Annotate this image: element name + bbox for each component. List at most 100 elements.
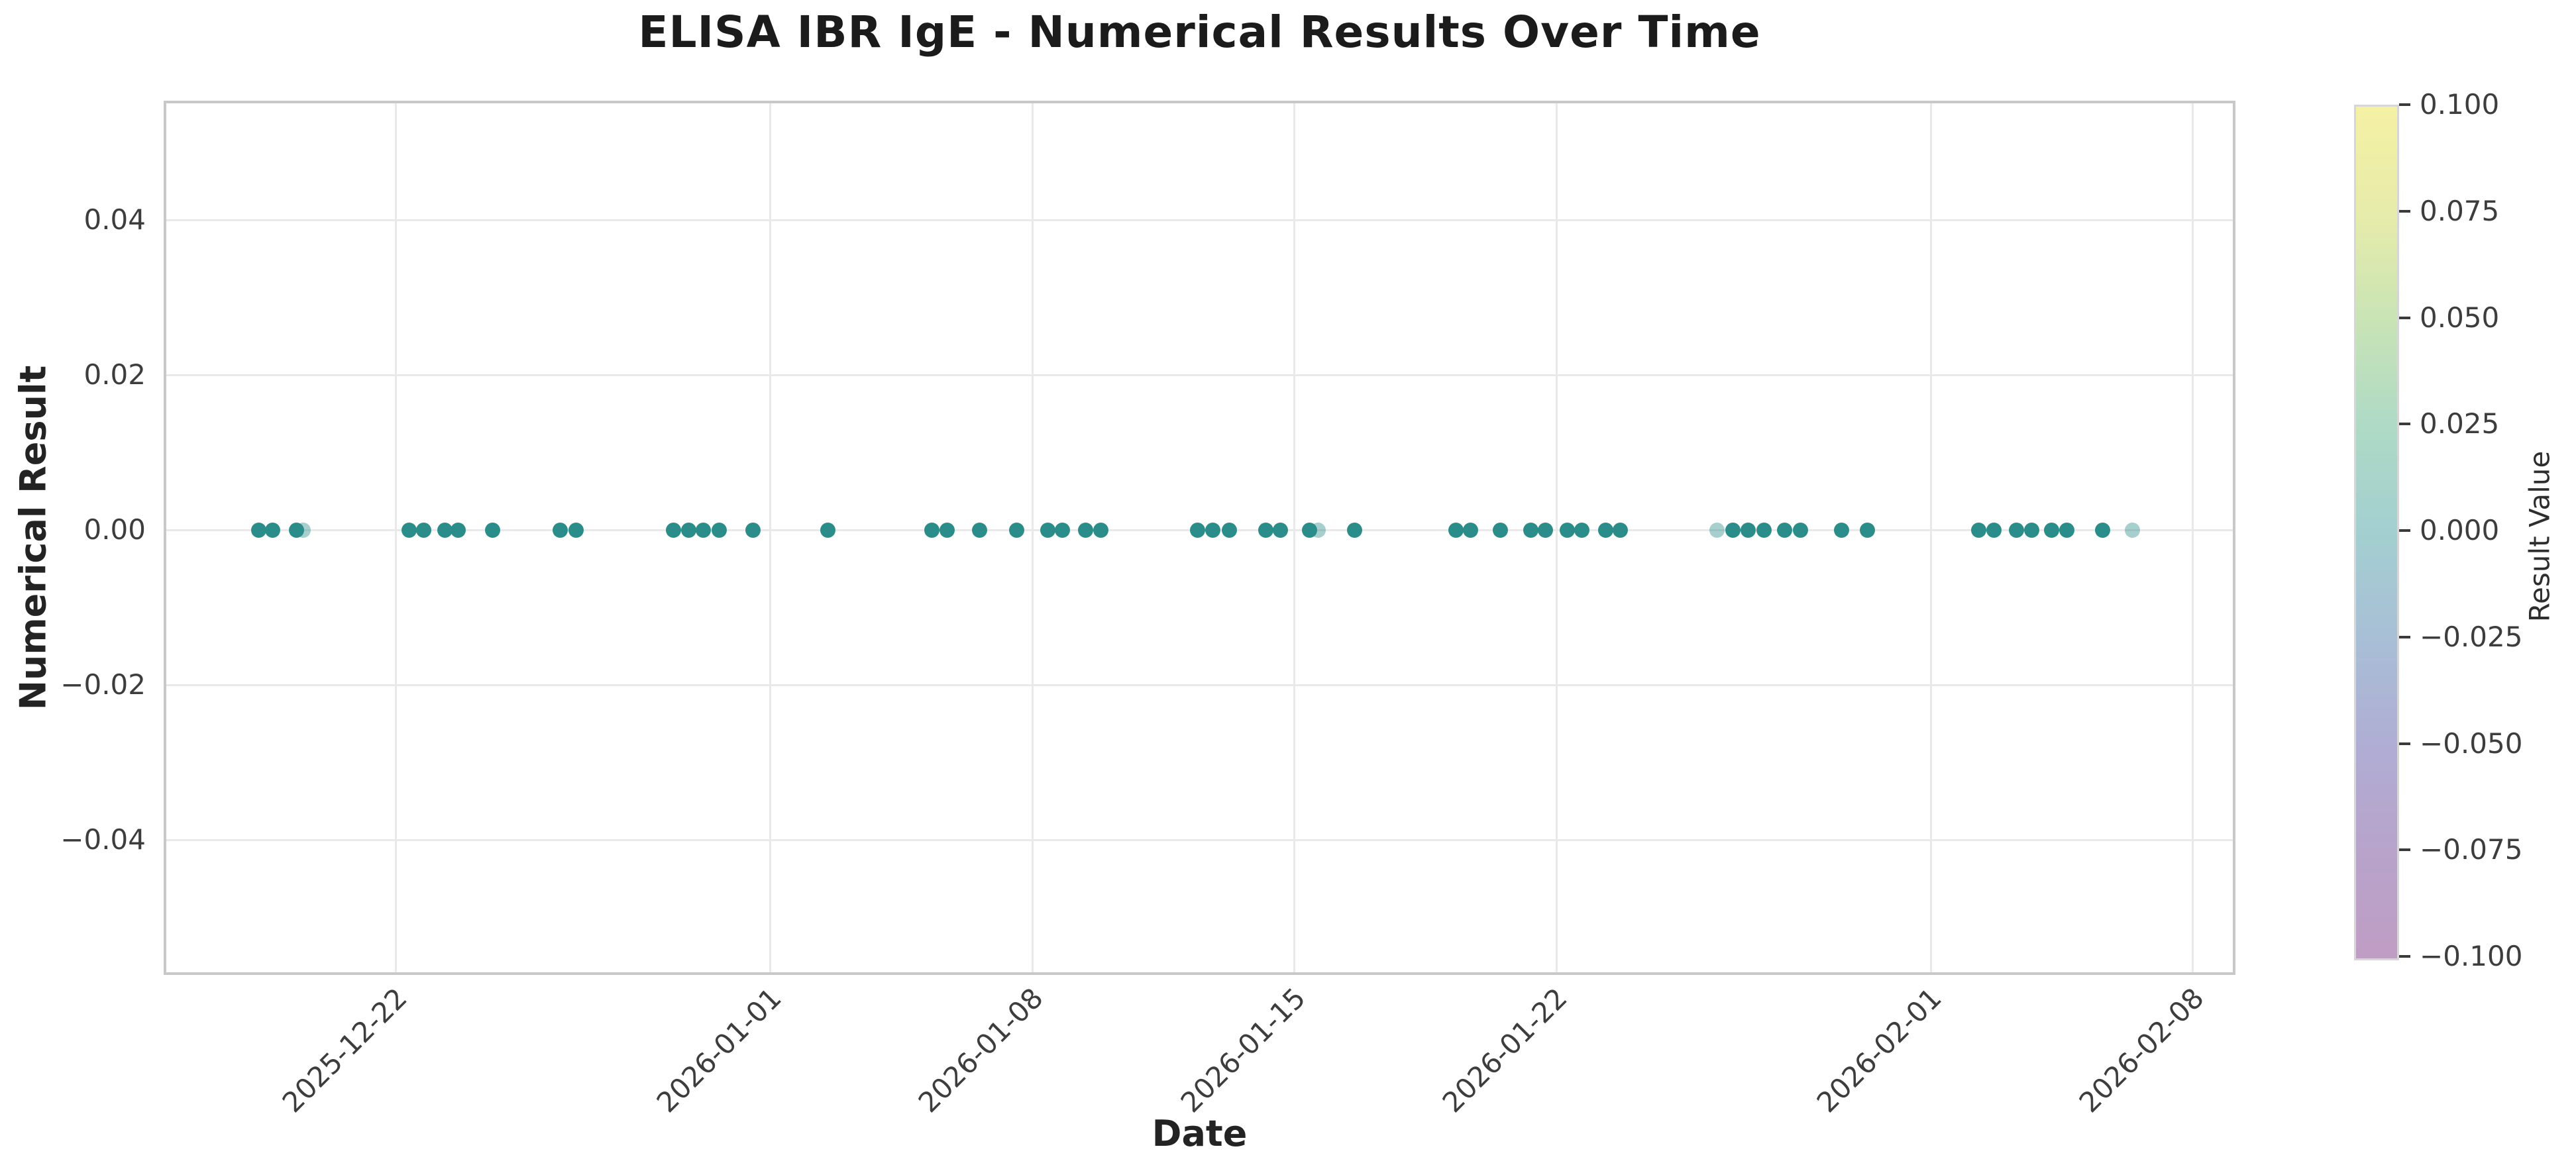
- data-point: [402, 522, 417, 538]
- data-point: [1040, 522, 1055, 538]
- data-point: [1986, 522, 2002, 538]
- colorbar-tick-label: −0.025: [2420, 620, 2523, 653]
- data-point: [2125, 522, 2141, 538]
- data-point: [1725, 522, 1741, 538]
- data-point: [265, 522, 281, 538]
- colorbar-tick-label: −0.050: [2420, 727, 2523, 760]
- x-tick-label: 2026-02-01: [1810, 982, 1949, 1119]
- data-point: [1523, 522, 1539, 538]
- colorbar-tick: [2399, 955, 2410, 958]
- data-point: [1258, 522, 1273, 538]
- colorbar-tick-label: 0.075: [2420, 194, 2500, 227]
- data-point: [1792, 522, 1808, 538]
- x-tick-label: 2025-12-22: [276, 982, 413, 1119]
- y-tick-label: −0.02: [60, 668, 146, 701]
- grid-line-x: [395, 103, 397, 972]
- data-point: [1302, 522, 1318, 538]
- grid-line-y: [166, 839, 2233, 841]
- grid-line-x: [2192, 103, 2194, 972]
- data-point: [1222, 522, 1238, 538]
- colorbar-tick: [2399, 529, 2410, 532]
- colorbar-tick: [2399, 423, 2410, 426]
- data-point: [2094, 522, 2110, 538]
- data-point: [1493, 522, 1509, 538]
- data-point: [1860, 522, 1876, 538]
- data-point: [665, 522, 681, 538]
- chart-title: ELISA IBR IgE - Numerical Results Over T…: [638, 7, 1761, 58]
- grid-line-x: [1293, 103, 1295, 972]
- grid-line-y: [166, 219, 2233, 221]
- colorbar-gradient: [2354, 105, 2399, 960]
- data-point: [971, 522, 987, 538]
- colorbar-tick: [2399, 209, 2410, 213]
- x-tick-label: 2026-01-01: [650, 982, 788, 1119]
- data-point: [1078, 522, 1094, 538]
- colorbar-label: Result Value: [2523, 450, 2556, 623]
- data-point: [553, 522, 568, 538]
- data-point: [1559, 522, 1575, 538]
- x-tick-label: 2026-01-15: [1174, 982, 1312, 1119]
- colorbar-tick-label: −0.100: [2420, 940, 2523, 972]
- data-point: [745, 522, 761, 538]
- data-point: [696, 522, 712, 538]
- y-tick-label: 0.00: [83, 513, 146, 546]
- colorbar-tick: [2399, 742, 2410, 745]
- data-point: [2023, 522, 2039, 538]
- data-point: [924, 522, 939, 538]
- data-point: [1613, 522, 1629, 538]
- y-tick-label: −0.04: [60, 823, 146, 856]
- colorbar-tick-label: 0.100: [2420, 88, 2500, 121]
- data-point: [939, 522, 955, 538]
- data-point: [1272, 522, 1288, 538]
- colorbar-tick-label: −0.075: [2420, 833, 2523, 866]
- data-point: [437, 522, 453, 538]
- data-point: [1448, 522, 1464, 538]
- data-point: [451, 522, 466, 538]
- data-point: [1756, 522, 1772, 538]
- data-point: [1463, 522, 1479, 538]
- colorbar-tick: [2399, 848, 2410, 852]
- grid-line-y: [166, 374, 2233, 376]
- data-point: [1347, 522, 1363, 538]
- data-point: [1538, 522, 1554, 538]
- data-point: [2059, 522, 2074, 538]
- data-point: [1971, 522, 1987, 538]
- data-point: [1009, 522, 1025, 538]
- x-tick-label: 2026-01-22: [1436, 982, 1574, 1119]
- x-axis-label: Date: [1152, 1113, 1248, 1154]
- data-point: [1205, 522, 1221, 538]
- data-point: [820, 522, 836, 538]
- data-point: [1598, 522, 1614, 538]
- colorbar-tick: [2399, 316, 2410, 319]
- data-point: [1093, 522, 1108, 538]
- data-point: [485, 522, 501, 538]
- colorbar-tick: [2399, 103, 2410, 106]
- data-point: [416, 522, 432, 538]
- y-axis-label: Numerical Result: [12, 365, 54, 711]
- data-point: [568, 522, 584, 538]
- data-point: [1834, 522, 1850, 538]
- x-tick-label: 2026-01-08: [912, 982, 1050, 1119]
- data-point: [711, 522, 727, 538]
- grid-line-x: [1929, 103, 1932, 972]
- data-point: [681, 522, 697, 538]
- data-point: [1740, 522, 1756, 538]
- data-point: [251, 522, 267, 538]
- plot-area: [166, 103, 2233, 972]
- data-point: [2008, 522, 2024, 538]
- grid-line-x: [1031, 103, 1034, 972]
- y-tick-label: 0.02: [83, 358, 146, 391]
- grid-line-x: [1555, 103, 1558, 972]
- data-point: [2044, 522, 2060, 538]
- data-point: [1574, 522, 1589, 538]
- colorbar-tick-label: 0.000: [2420, 514, 2500, 546]
- data-point: [1709, 522, 1725, 538]
- data-point: [288, 522, 304, 538]
- colorbar-tick-label: 0.050: [2420, 301, 2500, 334]
- colorbar-tick: [2399, 635, 2410, 638]
- y-tick-label: 0.04: [83, 203, 146, 236]
- x-tick-label: 2026-02-08: [2072, 982, 2210, 1119]
- grid-line-x: [769, 103, 771, 972]
- data-point: [1776, 522, 1792, 538]
